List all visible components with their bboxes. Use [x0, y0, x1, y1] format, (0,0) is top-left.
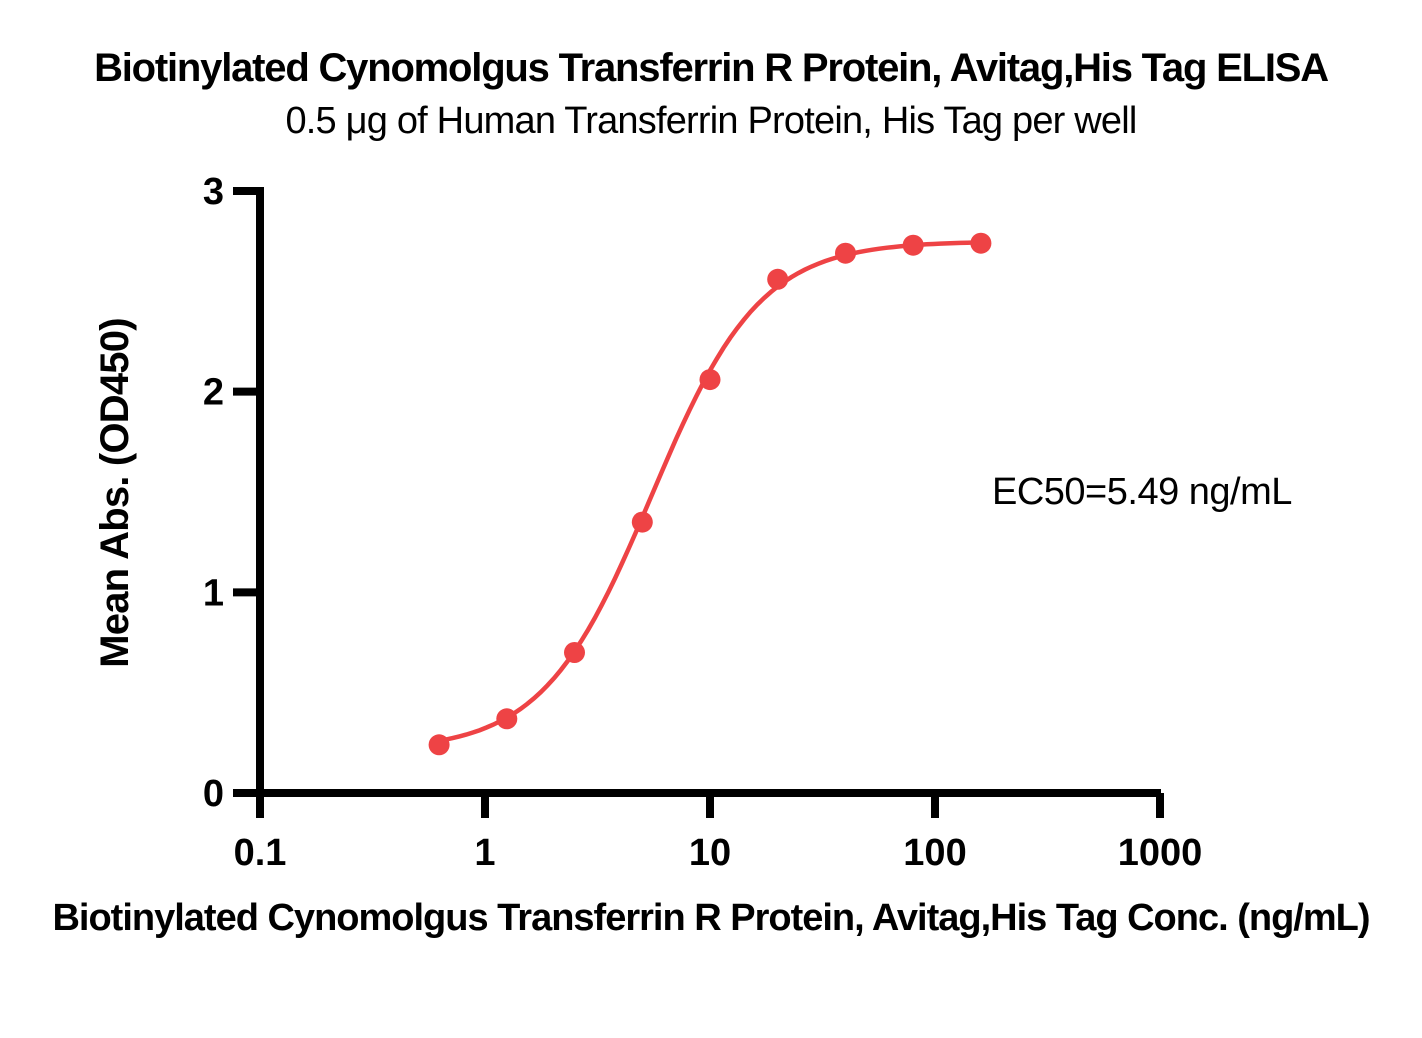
- x-tick-label: 100: [903, 832, 966, 874]
- x-tick-label: 10: [689, 832, 731, 874]
- chart-title: Biotinylated Cynomolgus Transferrin R Pr…: [94, 46, 1329, 90]
- y-tick-label: 1: [203, 572, 224, 614]
- x-axis-title: Biotinylated Cynomolgus Transferrin R Pr…: [52, 897, 1370, 939]
- data-point: [496, 708, 518, 730]
- chart-subtitle: 0.5 μg of Human Transferrin Protein, His…: [285, 100, 1137, 142]
- y-tick-label: 2: [203, 372, 224, 414]
- data-point: [767, 268, 789, 290]
- x-tick-label: 1: [474, 832, 495, 874]
- data-point: [428, 734, 450, 756]
- data-point: [970, 232, 992, 254]
- ec50-annotation: EC50=5.49 ng/mL: [992, 471, 1292, 513]
- x-tick-label: 1000: [1118, 832, 1203, 874]
- data-point: [631, 511, 653, 533]
- fit-curve: [436, 240, 984, 744]
- y-tick-label: 3: [203, 171, 224, 213]
- x-tick-label: 0.1: [234, 832, 287, 874]
- data-point: [835, 242, 856, 264]
- data-point: [902, 234, 924, 256]
- data-point: [564, 642, 585, 663]
- data-point: [699, 369, 721, 391]
- y-tick-label: 0: [203, 773, 224, 815]
